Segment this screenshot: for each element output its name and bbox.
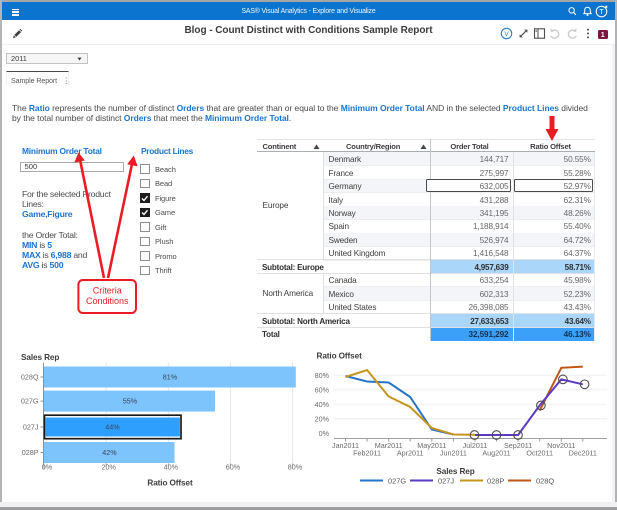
svg-text:027J: 027J [438,477,454,486]
svg-text:027G: 027G [21,397,39,406]
svg-text:Sales Rep: Sales Rep [436,467,474,476]
svg-text:Mar2011: Mar2011 [375,441,403,450]
svg-text:20%: 20% [315,415,330,424]
svg-text:40%: 40% [315,400,330,409]
svg-text:Oct2011: Oct2011 [526,449,553,458]
svg-text:0%: 0% [42,463,53,472]
svg-text:44%: 44% [105,423,120,432]
svg-text:20%: 20% [102,463,117,472]
svg-text:May2011: May2011 [417,441,446,450]
svg-text:Jul2011: Jul2011 [463,441,488,450]
svg-text:60%: 60% [315,386,330,395]
svg-text:027G: 027G [388,477,406,486]
svg-text:42%: 42% [102,448,117,457]
svg-text:Aug2011: Aug2011 [482,449,510,458]
svg-text:028Q: 028Q [536,477,554,486]
svg-text:Sales Rep: Sales Rep [21,353,59,362]
svg-text:Criteria: Criteria [93,285,122,295]
svg-text:55%: 55% [123,397,138,406]
svg-text:Jan2011: Jan2011 [332,441,359,450]
svg-text:027J: 027J [23,423,39,432]
svg-text:Sep2011: Sep2011 [504,441,532,450]
svg-text:Apr2011: Apr2011 [397,449,424,458]
svg-text:Jun2011: Jun2011 [440,449,467,458]
svg-text:Dec2011: Dec2011 [569,449,597,458]
svg-text:81%: 81% [163,373,178,382]
svg-text:028Q: 028Q [21,373,39,382]
svg-text:Feb2011: Feb2011 [353,449,381,458]
svg-text:T: T [599,9,604,16]
svg-text:Nov2011: Nov2011 [547,441,575,450]
svg-text:0%: 0% [319,429,330,438]
svg-text:028P: 028P [22,448,39,457]
svg-text:V: V [504,31,509,38]
svg-text:80%: 80% [315,371,330,380]
svg-text:028P: 028P [487,477,504,486]
svg-text:80%: 80% [288,463,303,472]
svg-text:60%: 60% [226,463,241,472]
svg-text:Conditions: Conditions [86,296,129,306]
svg-text:Ratio Offset: Ratio Offset [147,479,193,488]
svg-text:40%: 40% [164,463,179,472]
svg-text:Ratio Offset: Ratio Offset [317,352,363,361]
